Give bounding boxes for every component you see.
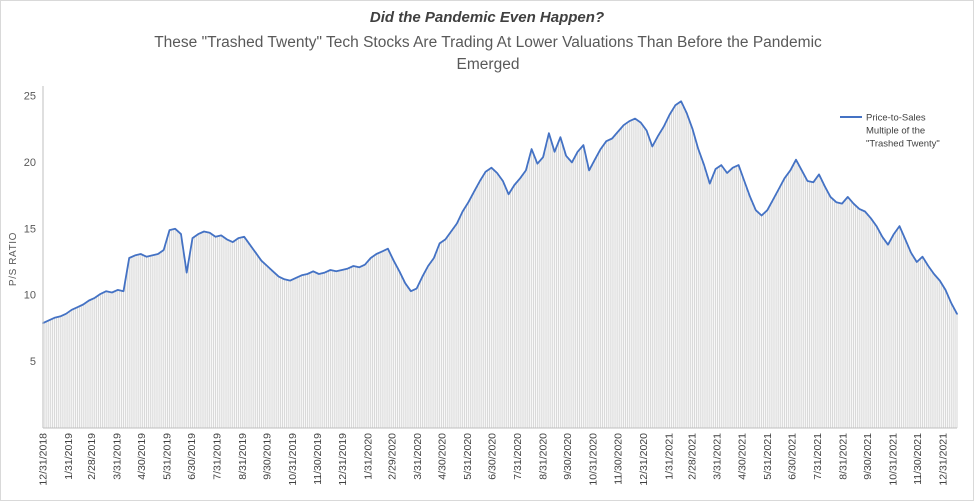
svg-text:2/28/2021: 2/28/2021 [686, 433, 698, 480]
svg-text:6/30/2021: 6/30/2021 [786, 433, 798, 480]
svg-text:11/30/2021: 11/30/2021 [912, 433, 924, 485]
svg-text:5/31/2020: 5/31/2020 [462, 433, 474, 480]
legend-label-line-1: Price-to-Sales [866, 113, 926, 124]
svg-text:1/31/2021: 1/31/2021 [663, 433, 675, 480]
svg-text:12/31/2021: 12/31/2021 [938, 433, 950, 486]
svg-text:1/31/2019: 1/31/2019 [63, 433, 75, 480]
svg-text:20: 20 [24, 157, 36, 169]
svg-text:8/31/2021: 8/31/2021 [837, 433, 849, 480]
svg-text:4/30/2021: 4/30/2021 [736, 433, 748, 480]
svg-text:8/31/2020: 8/31/2020 [538, 433, 550, 480]
svg-text:9/30/2021: 9/30/2021 [862, 433, 874, 480]
svg-text:3/31/2019: 3/31/2019 [111, 433, 123, 480]
legend-label-line-3: "Trashed Twenty" [866, 139, 940, 150]
svg-text:9/30/2019: 9/30/2019 [262, 433, 274, 480]
svg-text:9/30/2020: 9/30/2020 [562, 433, 574, 480]
svg-text:12/31/2020: 12/31/2020 [638, 433, 650, 486]
svg-text:6/30/2019: 6/30/2019 [186, 433, 198, 480]
svg-text:4/30/2019: 4/30/2019 [136, 433, 148, 480]
legend-label-line-2: Multiple of the [866, 126, 925, 137]
chart-subtitle: These "Trashed Twenty" Tech Stocks Are T… [154, 34, 822, 73]
daily-bars [42, 101, 958, 429]
price-line [42, 100, 958, 325]
svg-text:10/31/2020: 10/31/2020 [588, 433, 600, 486]
svg-text:7/31/2019: 7/31/2019 [212, 433, 224, 480]
svg-text:10/31/2021: 10/31/2021 [887, 433, 899, 486]
svg-text:10/31/2019: 10/31/2019 [287, 433, 299, 486]
svg-text:2/29/2020: 2/29/2020 [387, 433, 399, 480]
svg-text:3/31/2021: 3/31/2021 [712, 433, 724, 480]
svg-text:4/30/2020: 4/30/2020 [437, 433, 449, 480]
svg-text:25: 25 [24, 91, 36, 103]
svg-text:6/30/2020: 6/30/2020 [487, 433, 499, 480]
svg-text:5/31/2019: 5/31/2019 [162, 433, 174, 480]
svg-text:15: 15 [24, 223, 36, 235]
chart-canvas: 5 10 15 20 25 12/31/2018 1/31/2019 2/28/2019 3/3… [24, 86, 958, 486]
chart-title: Did the Pandemic Even Happen? [369, 9, 605, 26]
svg-text:11/30/2019: 11/30/2019 [312, 433, 324, 485]
svg-text:10: 10 [24, 290, 36, 302]
svg-text:5/31/2021: 5/31/2021 [762, 433, 774, 480]
svg-text:3/31/2020: 3/31/2020 [412, 433, 424, 480]
legend: Price-to-Sales Multiple of the "Trashed … [840, 113, 940, 150]
svg-text:7/31/2021: 7/31/2021 [812, 433, 824, 480]
svg-text:8/31/2019: 8/31/2019 [237, 433, 249, 480]
svg-text:7/31/2020: 7/31/2020 [512, 433, 524, 480]
y-axis-title: P/S RATIO [8, 232, 19, 286]
y-tick-labels: 5 10 15 20 25 [24, 91, 36, 369]
svg-text:12/31/2019: 12/31/2019 [337, 433, 349, 486]
svg-text:1/31/2020: 1/31/2020 [363, 433, 375, 480]
svg-text:11/30/2020: 11/30/2020 [612, 433, 624, 485]
svg-text:2/28/2019: 2/28/2019 [86, 433, 98, 480]
x-tick-labels: 12/31/2018 1/31/2019 2/28/2019 3/31/2019 4/3… [38, 433, 950, 486]
svg-text:5: 5 [30, 356, 36, 368]
svg-text:12/31/2018: 12/31/2018 [38, 433, 50, 486]
